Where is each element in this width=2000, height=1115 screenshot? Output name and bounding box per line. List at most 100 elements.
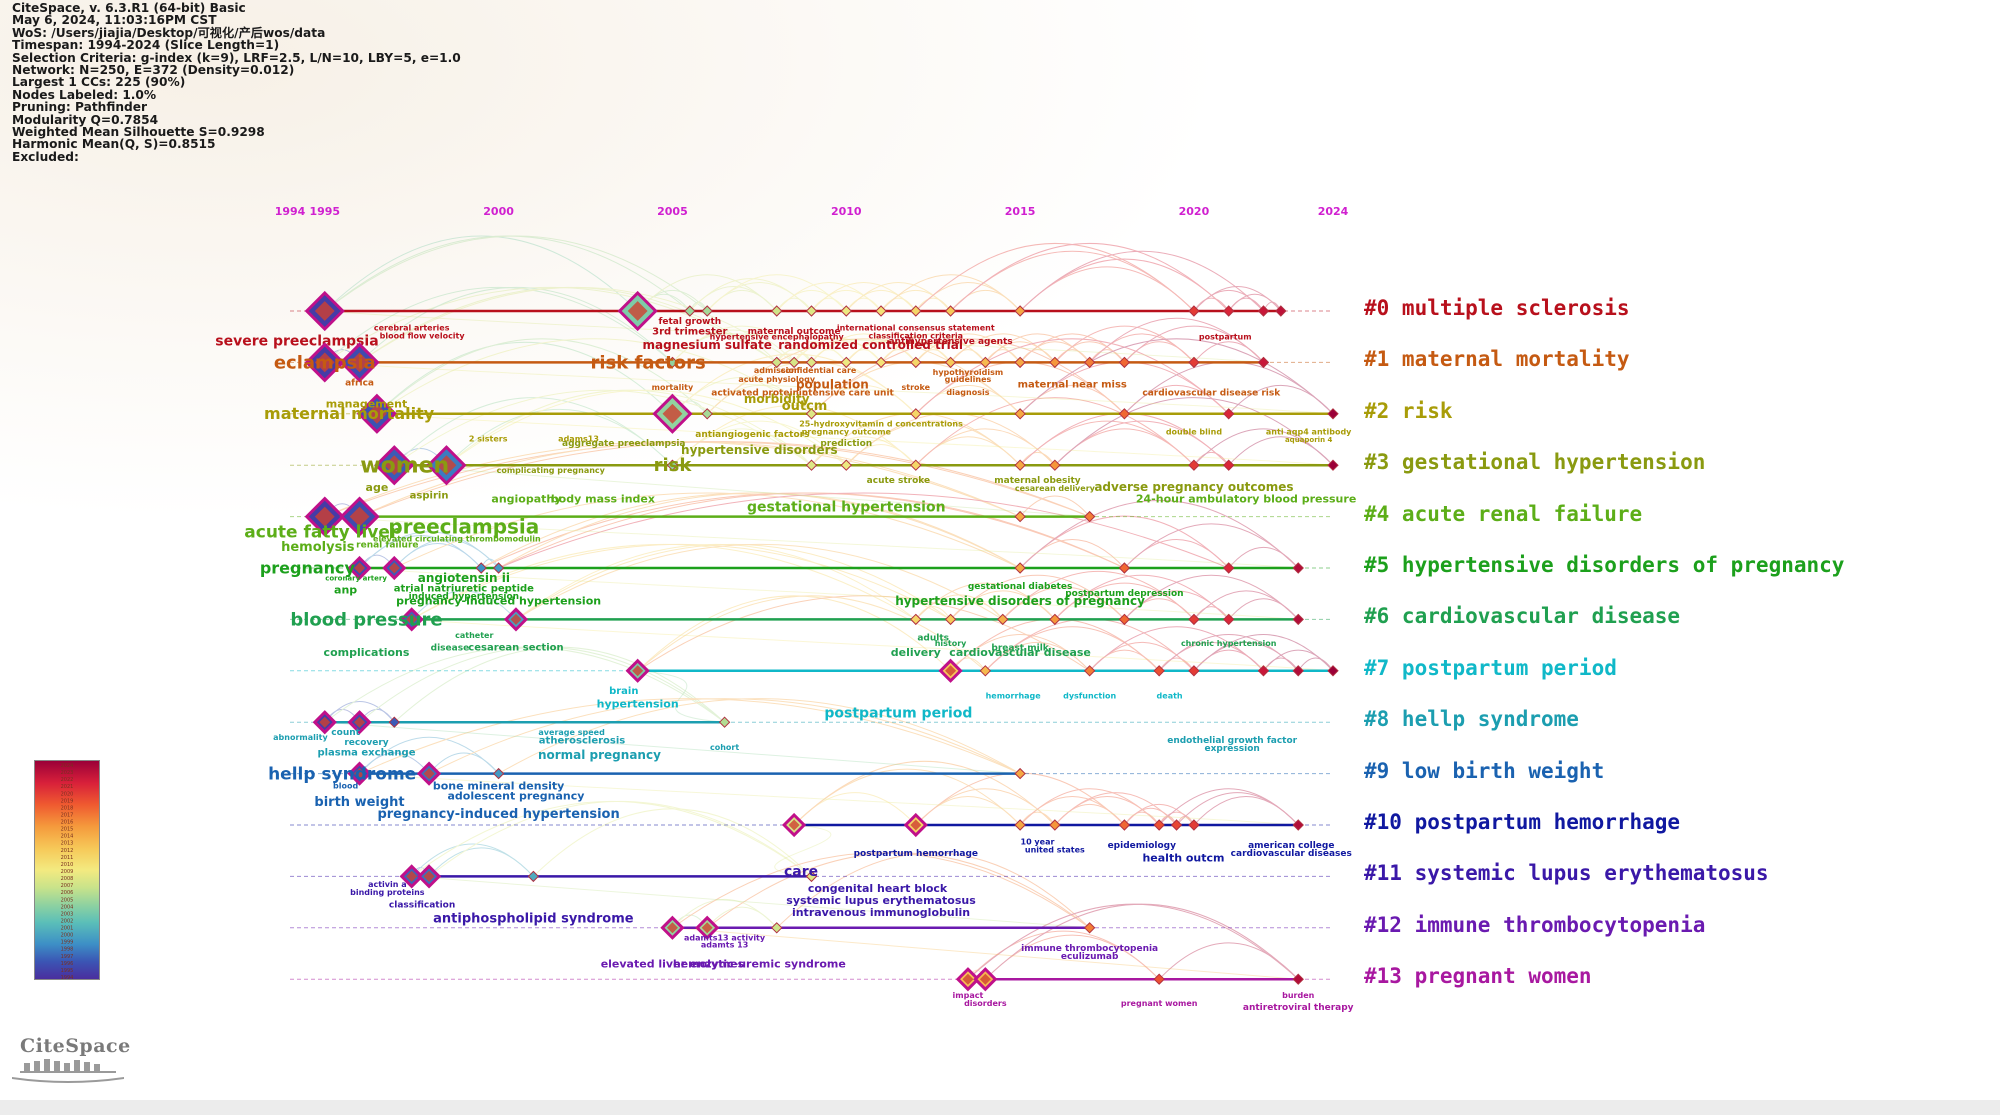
keyword-node[interactable] bbox=[666, 459, 679, 471]
keyword-node[interactable] bbox=[1049, 613, 1061, 626]
keyword-label[interactable]: burden bbox=[1282, 991, 1315, 1000]
cluster-label[interactable]: #8 hellp syndrome bbox=[1364, 707, 1579, 732]
keyword-label[interactable]: 25-hydroxyvitamin d concentrations bbox=[799, 419, 963, 428]
keyword-label[interactable]: induced hypertension bbox=[409, 592, 519, 602]
keyword-label[interactable]: blood pressure bbox=[290, 609, 442, 630]
keyword-label[interactable]: complicating pregnancy bbox=[497, 466, 606, 475]
keyword-label[interactable]: pregnancy-induced hypertension bbox=[396, 595, 601, 608]
keyword-node[interactable] bbox=[997, 613, 1009, 626]
cluster-label[interactable]: #13 pregnant women bbox=[1364, 964, 1592, 989]
keyword-label[interactable]: history bbox=[935, 639, 967, 648]
keyword-label[interactable]: risk bbox=[654, 455, 693, 476]
keyword-label[interactable]: adamts 13 bbox=[701, 940, 748, 949]
keyword-node[interactable] bbox=[840, 356, 852, 369]
keyword-label[interactable]: 24-hour ambulatory blood pressure bbox=[1136, 492, 1356, 505]
keyword-node[interactable] bbox=[1222, 408, 1235, 420]
keyword-label[interactable]: abnormality bbox=[273, 733, 328, 742]
keyword-label[interactable]: angiotensin ii bbox=[418, 571, 510, 585]
keyword-label[interactable]: intensive care unit bbox=[799, 388, 895, 398]
keyword-node[interactable] bbox=[1257, 665, 1270, 677]
keyword-label[interactable]: postpartum hemorrhage bbox=[854, 849, 978, 859]
keyword-label[interactable]: hypertensive disorders bbox=[681, 443, 838, 457]
keyword-label[interactable]: cardiovascular disease bbox=[949, 646, 1091, 659]
keyword-node[interactable] bbox=[1222, 613, 1235, 626]
keyword-node[interactable] bbox=[805, 356, 818, 369]
keyword-label[interactable]: disease bbox=[431, 643, 470, 653]
keyword-label[interactable]: antiangiogenic factors bbox=[695, 430, 809, 440]
keyword-node[interactable] bbox=[1014, 767, 1026, 780]
keyword-label[interactable]: stroke bbox=[902, 383, 931, 392]
keyword-node[interactable] bbox=[944, 613, 957, 626]
keyword-node[interactable] bbox=[944, 305, 957, 317]
keyword-label[interactable]: death bbox=[1157, 691, 1183, 700]
keyword-label[interactable]: united states bbox=[1025, 846, 1085, 855]
keyword-label[interactable]: adamts13 activity bbox=[684, 933, 766, 942]
keyword-label[interactable]: antihypertensive agents bbox=[888, 337, 1012, 347]
keyword-node[interactable] bbox=[1292, 562, 1304, 574]
keyword-label[interactable]: 10 year bbox=[1021, 838, 1055, 847]
keyword-node[interactable] bbox=[1153, 819, 1165, 831]
keyword-node[interactable] bbox=[875, 305, 887, 317]
cluster-label[interactable]: #6 cardiovascular disease bbox=[1364, 604, 1681, 629]
keyword-node[interactable] bbox=[1118, 613, 1131, 626]
keyword-label[interactable]: cardiovascular disease risk bbox=[1142, 388, 1281, 398]
keyword-node[interactable] bbox=[1118, 408, 1131, 420]
keyword-label[interactable]: hellp syndrome bbox=[268, 764, 416, 784]
keyword-label[interactable]: elevated liver enzymes bbox=[601, 957, 745, 970]
keyword-label[interactable]: classification criteria bbox=[869, 332, 964, 341]
keyword-node[interactable] bbox=[1014, 459, 1026, 471]
keyword-node[interactable] bbox=[979, 665, 992, 677]
keyword-node[interactable] bbox=[1292, 665, 1304, 677]
keyword-node[interactable] bbox=[1257, 305, 1270, 317]
keyword-label[interactable]: epidemiology bbox=[1108, 841, 1177, 851]
keyword-node[interactable] bbox=[1049, 459, 1061, 471]
keyword-label[interactable]: blood flow velocity bbox=[380, 332, 466, 341]
keyword-node[interactable] bbox=[527, 870, 540, 883]
keyword-label[interactable]: gestational diabetes bbox=[968, 582, 1072, 592]
keyword-label[interactable]: plasma exchange bbox=[317, 748, 415, 759]
keyword-node[interactable] bbox=[1118, 819, 1131, 831]
keyword-label[interactable]: average speed bbox=[538, 728, 605, 737]
keyword-node[interactable] bbox=[910, 613, 922, 626]
keyword-label[interactable]: hypertensive disorders of pregnancy bbox=[895, 594, 1145, 608]
keyword-label[interactable]: postpartum bbox=[1199, 333, 1252, 342]
keyword-label[interactable]: antiretroviral therapy bbox=[1243, 1003, 1354, 1013]
keyword-label[interactable]: risk factors bbox=[590, 352, 705, 373]
keyword-node[interactable] bbox=[1327, 408, 1339, 420]
keyword-node[interactable] bbox=[1083, 922, 1096, 934]
keyword-node[interactable] bbox=[1083, 356, 1096, 369]
keyword-label[interactable]: body mass index bbox=[551, 492, 655, 505]
keyword-label[interactable]: atrial natriuretic peptide bbox=[394, 583, 534, 594]
keyword-node[interactable] bbox=[805, 305, 818, 317]
keyword-label[interactable]: dysfunction bbox=[1063, 691, 1116, 700]
keyword-node[interactable] bbox=[1014, 510, 1026, 523]
keyword-label[interactable]: systemic lupus erythematosus bbox=[786, 894, 976, 907]
cluster-label[interactable]: #1 maternal mortality bbox=[1364, 347, 1630, 372]
keyword-label[interactable]: management bbox=[326, 397, 408, 410]
keyword-label[interactable]: diagnosis bbox=[946, 388, 989, 397]
keyword-label[interactable]: cerebral arteries bbox=[374, 324, 450, 333]
keyword-node[interactable] bbox=[910, 459, 922, 471]
keyword-node[interactable] bbox=[492, 767, 505, 780]
keyword-label[interactable]: adolescent pregnancy bbox=[448, 789, 585, 802]
keyword-label[interactable]: elevated circulating thrombomodulin bbox=[373, 534, 541, 543]
cluster-label[interactable]: #9 low birth weight bbox=[1364, 758, 1605, 783]
cluster-label[interactable]: #12 immune thrombocytopenia bbox=[1364, 912, 1706, 937]
keyword-label[interactable]: prediction bbox=[820, 439, 872, 449]
keyword-label[interactable]: catheter bbox=[455, 631, 493, 640]
keyword-label[interactable]: preeclampsia bbox=[388, 514, 539, 538]
keyword-label[interactable]: aquaporin 4 bbox=[1285, 436, 1333, 444]
keyword-node[interactable] bbox=[1118, 356, 1131, 369]
keyword-label[interactable]: hemolysis bbox=[281, 540, 355, 555]
keyword-node[interactable] bbox=[1014, 356, 1026, 369]
keyword-node[interactable] bbox=[1188, 665, 1200, 677]
keyword-label[interactable]: hemolytic-uremic syndrome bbox=[673, 957, 846, 970]
keyword-label[interactable]: morbidity bbox=[744, 392, 810, 406]
keyword-node[interactable] bbox=[666, 356, 679, 369]
keyword-node[interactable] bbox=[1292, 819, 1304, 831]
keyword-label[interactable]: 3rd trimester bbox=[652, 326, 727, 337]
keyword-label[interactable]: activin a bbox=[368, 880, 407, 889]
keyword-label[interactable]: recovery bbox=[344, 738, 388, 748]
keyword-label[interactable]: anti aqp4 antibody bbox=[1266, 427, 1352, 436]
keyword-node[interactable] bbox=[1292, 973, 1304, 985]
